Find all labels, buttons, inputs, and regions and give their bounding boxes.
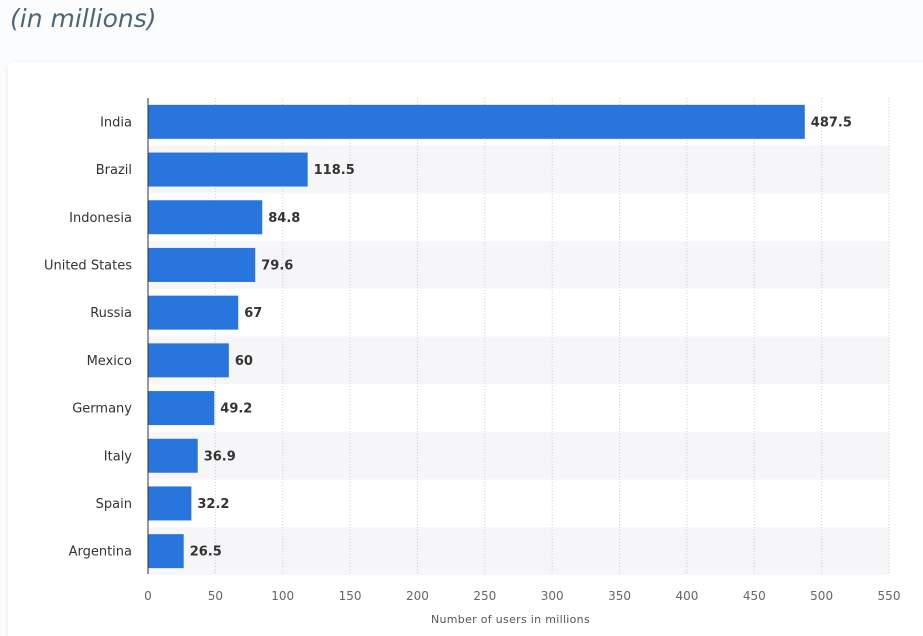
value-label: 26.5 <box>190 545 222 560</box>
value-label: 118.5 <box>314 163 355 178</box>
x-tick-label: 250 <box>473 589 496 603</box>
value-label: 84.8 <box>268 211 300 226</box>
category-label: Germany <box>72 402 132 417</box>
category-label: Mexico <box>87 354 132 369</box>
value-label: 32.2 <box>197 497 229 512</box>
bar[interactable] <box>148 391 215 426</box>
value-label: 67 <box>244 306 262 321</box>
x-tick-label: 0 <box>144 589 152 603</box>
x-tick-label: 450 <box>743 589 766 603</box>
row-stripe <box>148 431 889 480</box>
category-label: United States <box>44 258 132 273</box>
value-label: 36.9 <box>204 449 236 464</box>
bar[interactable] <box>148 152 308 187</box>
value-label: 60 <box>235 354 253 369</box>
bar[interactable] <box>148 534 184 569</box>
category-label: Italy <box>104 449 133 464</box>
x-tick-label: 300 <box>541 589 564 603</box>
row-stripe <box>148 527 889 575</box>
x-tick-label: 550 <box>878 589 901 603</box>
bar[interactable] <box>148 295 239 330</box>
value-label: 49.2 <box>220 402 252 417</box>
category-label: Brazil <box>96 163 132 178</box>
x-tick-label: 150 <box>339 589 362 603</box>
category-label: Russia <box>90 306 132 321</box>
category-label: Argentina <box>69 545 132 560</box>
row-stripe <box>148 241 889 289</box>
x-tick-label: 200 <box>406 589 429 603</box>
chart-subtitle: (in millions) <box>10 4 157 33</box>
value-label: 487.5 <box>811 115 852 130</box>
x-tick-label: 400 <box>675 589 698 603</box>
bar[interactable] <box>148 486 192 521</box>
value-label: 79.6 <box>261 258 293 273</box>
bar[interactable] <box>148 200 263 235</box>
x-axis-title: Number of users in millions <box>431 613 590 626</box>
bar[interactable] <box>148 247 256 282</box>
x-tick-label: 350 <box>608 589 631 603</box>
category-label: India <box>100 115 132 130</box>
category-label: Spain <box>96 497 132 512</box>
x-tick-label: 50 <box>208 589 223 603</box>
x-tick-label: 500 <box>810 589 833 603</box>
bar[interactable] <box>148 343 229 378</box>
category-label: Indonesia <box>69 211 132 226</box>
bar[interactable] <box>148 104 805 139</box>
bar[interactable] <box>148 438 198 473</box>
row-stripe <box>148 336 889 385</box>
x-tick-label: 100 <box>271 589 294 603</box>
